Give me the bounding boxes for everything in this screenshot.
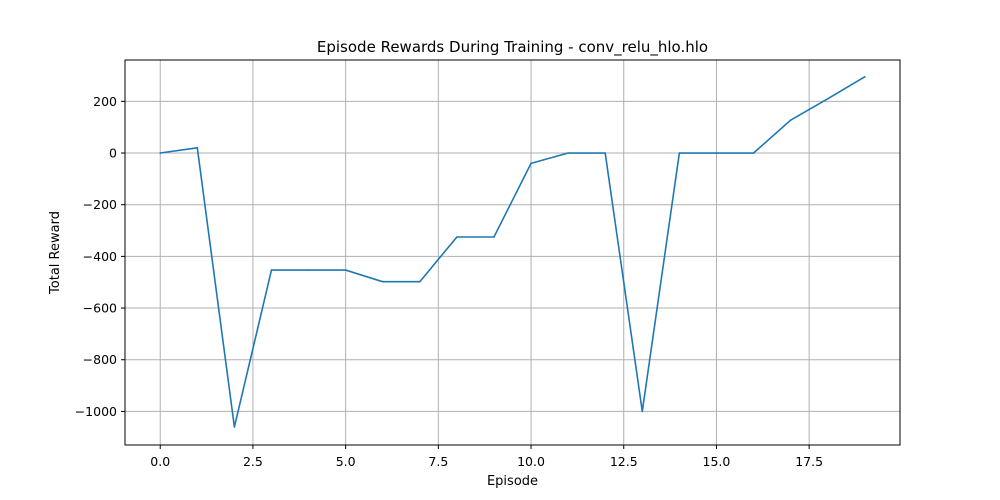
series-line (159, 76, 866, 428)
data-point (678, 152, 681, 154)
x-tick-label: 2.5 (243, 454, 263, 469)
x-tick-label: 10.0 (517, 454, 545, 469)
x-tick-label: 12.5 (610, 454, 638, 469)
data-point (344, 269, 347, 271)
data-point (159, 152, 162, 154)
y-axis: 200 0 −200 −400 −600 −800 −1000 (75, 94, 125, 419)
series-layer (159, 75, 866, 428)
y-tick-label: −200 (83, 197, 117, 212)
x-tick-label: 15.0 (703, 454, 731, 469)
x-tick-label: 7.5 (428, 454, 448, 469)
data-point (270, 269, 273, 271)
y-tick-label: −600 (83, 301, 117, 316)
x-axis: 0.0 2.5 5.0 7.5 10.0 12.5 15.0 17.5 (150, 445, 823, 469)
x-tick-label: 5.0 (336, 454, 356, 469)
data-point (307, 269, 310, 271)
y-tick-label: −1000 (75, 404, 117, 419)
chart-title: Episode Rewards During Training - conv_r… (317, 38, 708, 57)
y-tick-label: −800 (83, 352, 117, 367)
x-tick-label: 17.5 (795, 454, 823, 469)
data-point (604, 152, 607, 154)
x-tick-label: 0.0 (150, 454, 170, 469)
data-point (493, 236, 495, 238)
data-point (752, 152, 755, 154)
y-axis-label: Total Reward (48, 211, 63, 295)
data-point (789, 119, 792, 122)
data-point (567, 152, 569, 154)
data-point (863, 75, 866, 78)
data-point (418, 280, 421, 283)
data-point (826, 97, 829, 100)
grid (125, 60, 900, 445)
data-point (715, 152, 718, 154)
data-point (456, 236, 458, 238)
y-tick-label: −400 (83, 249, 117, 264)
data-point (641, 410, 644, 413)
data-point (530, 162, 532, 165)
data-point (381, 280, 384, 283)
data-point (233, 426, 236, 428)
data-point (196, 147, 199, 149)
plot-frame (124, 59, 901, 446)
y-tick-label: 0 (109, 146, 117, 161)
y-tick-label: 200 (93, 94, 117, 109)
x-axis-label: Episode (487, 474, 538, 489)
